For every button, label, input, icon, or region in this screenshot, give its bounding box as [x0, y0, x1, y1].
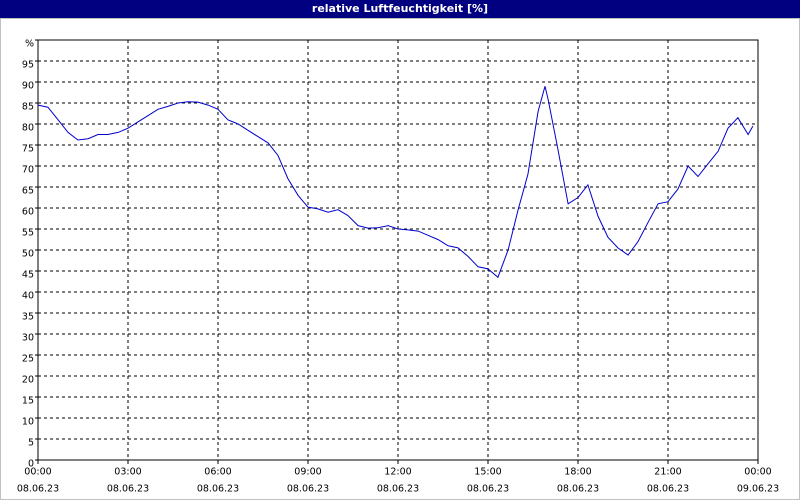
x-tick-date: 08.06.23: [287, 484, 329, 495]
x-tick-date: 08.06.23: [17, 484, 59, 495]
y-tick-label: 20: [22, 375, 34, 386]
y-tick-label: %: [25, 39, 34, 50]
y-tick-label: 70: [22, 165, 34, 176]
y-tick-label: 90: [22, 81, 34, 92]
x-tick-date: 08.06.23: [647, 484, 689, 495]
y-tick-label: 45: [22, 270, 34, 281]
x-tick-label: 09:00: [294, 467, 321, 478]
y-tick-label: 30: [22, 333, 34, 344]
plot-border: [37, 39, 759, 461]
data-line: [37, 86, 754, 279]
title-bar: relative Luftfeuchtigkeit [%]: [0, 0, 800, 18]
y-tick-label: 65: [22, 186, 34, 197]
x-tick-label: 21:00: [654, 467, 681, 478]
y-tick-label: 25: [22, 354, 34, 365]
y-tick-label: 60: [22, 207, 34, 218]
x-tick-label: 06:00: [204, 467, 231, 478]
x-tick-date: 08.06.23: [557, 484, 599, 495]
x-tick-date: 09.06.23: [737, 484, 779, 495]
x-tick-date: 08.06.23: [377, 484, 419, 495]
y-tick-label: 75: [22, 144, 34, 155]
y-tick-label: 35: [22, 312, 34, 323]
x-tick-label: 15:00: [474, 467, 501, 478]
x-tick-date: 08.06.23: [467, 484, 509, 495]
x-tick-label: 00:00: [744, 467, 771, 478]
x-tick-date: 08.06.23: [197, 484, 239, 495]
y-tick-label: 40: [22, 291, 34, 302]
y-tick-label: 85: [22, 102, 34, 113]
y-tick-label: 0: [28, 459, 34, 470]
y-tick-label: 5: [28, 438, 34, 449]
x-tick-label: 12:00: [384, 467, 411, 478]
y-tick-label: 10: [22, 417, 34, 428]
x-tick-label: 03:00: [114, 467, 141, 478]
y-tick-label: 95: [22, 60, 34, 71]
y-tick-label: 50: [22, 249, 34, 260]
x-tick-date: 08.06.23: [107, 484, 149, 495]
x-tick-label: 00:00: [24, 467, 51, 478]
x-tick-label: 18:00: [564, 467, 591, 478]
y-tick-label: 15: [22, 396, 34, 407]
y-tick-label: 55: [22, 228, 34, 239]
y-tick-label: 80: [22, 123, 34, 134]
frame: [0, 18, 800, 500]
